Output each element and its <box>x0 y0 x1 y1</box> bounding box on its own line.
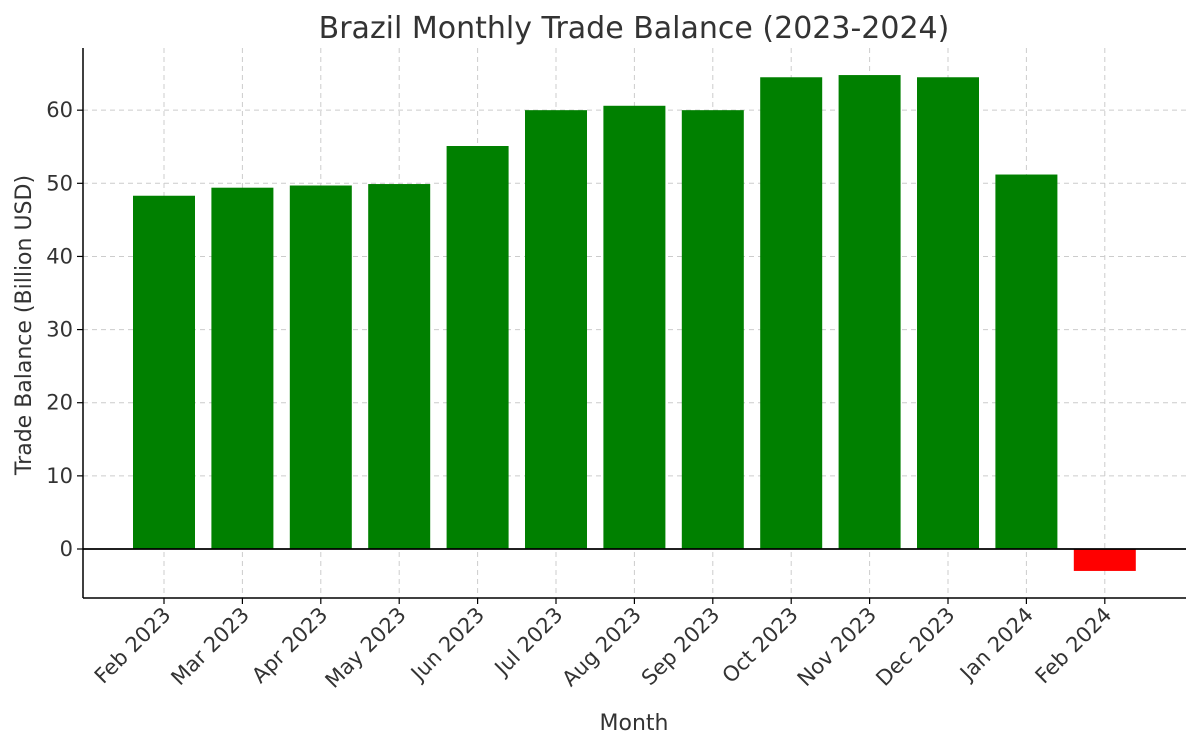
bar <box>211 187 274 549</box>
y-tick-label: 20 <box>46 391 73 415</box>
bar <box>681 110 744 549</box>
x-tick-label: Feb 2024 <box>1031 603 1117 689</box>
x-tick-label: Jun 2023 <box>405 603 489 687</box>
bar <box>917 77 979 549</box>
x-tick-label: Oct 2023 <box>718 603 803 688</box>
bar <box>133 195 195 549</box>
bar <box>760 77 823 549</box>
bar <box>368 184 431 549</box>
y-tick-label: 0 <box>60 537 73 561</box>
x-tick-label: Mar 2023 <box>166 603 254 691</box>
x-tick-label: Jan 2024 <box>954 603 1038 687</box>
bar <box>995 174 1058 549</box>
x-tick-label: Dec 2023 <box>871 603 959 691</box>
chart-title: Brazil Monthly Trade Balance (2023-2024) <box>319 11 950 46</box>
bar <box>1073 548 1136 571</box>
x-tick-label: Jul 2023 <box>489 603 568 682</box>
y-tick-label: 10 <box>46 464 73 488</box>
bar <box>446 146 509 549</box>
bar <box>289 185 352 549</box>
y-tick-label: 50 <box>46 171 73 195</box>
x-axis-label: Month <box>600 711 669 736</box>
x-tick-label: Aug 2023 <box>557 603 645 691</box>
x-tick-label: Apr 2023 <box>247 603 332 688</box>
x-tick-label: May 2023 <box>321 603 411 693</box>
x-tick-label: Nov 2023 <box>793 603 881 691</box>
bar <box>525 110 587 549</box>
x-tick-label: Sep 2023 <box>637 603 724 690</box>
bars-layer <box>133 75 1136 571</box>
y-axis-label: Trade Balance (Billion USD) <box>12 175 37 476</box>
y-tick-label: 60 <box>46 98 73 122</box>
axes-layer <box>77 48 1186 604</box>
x-tick-label: Feb 2023 <box>90 603 176 689</box>
y-tick-label: 40 <box>46 244 73 268</box>
bar <box>838 75 901 549</box>
bar <box>603 105 666 549</box>
y-tick-label: 30 <box>46 318 73 342</box>
